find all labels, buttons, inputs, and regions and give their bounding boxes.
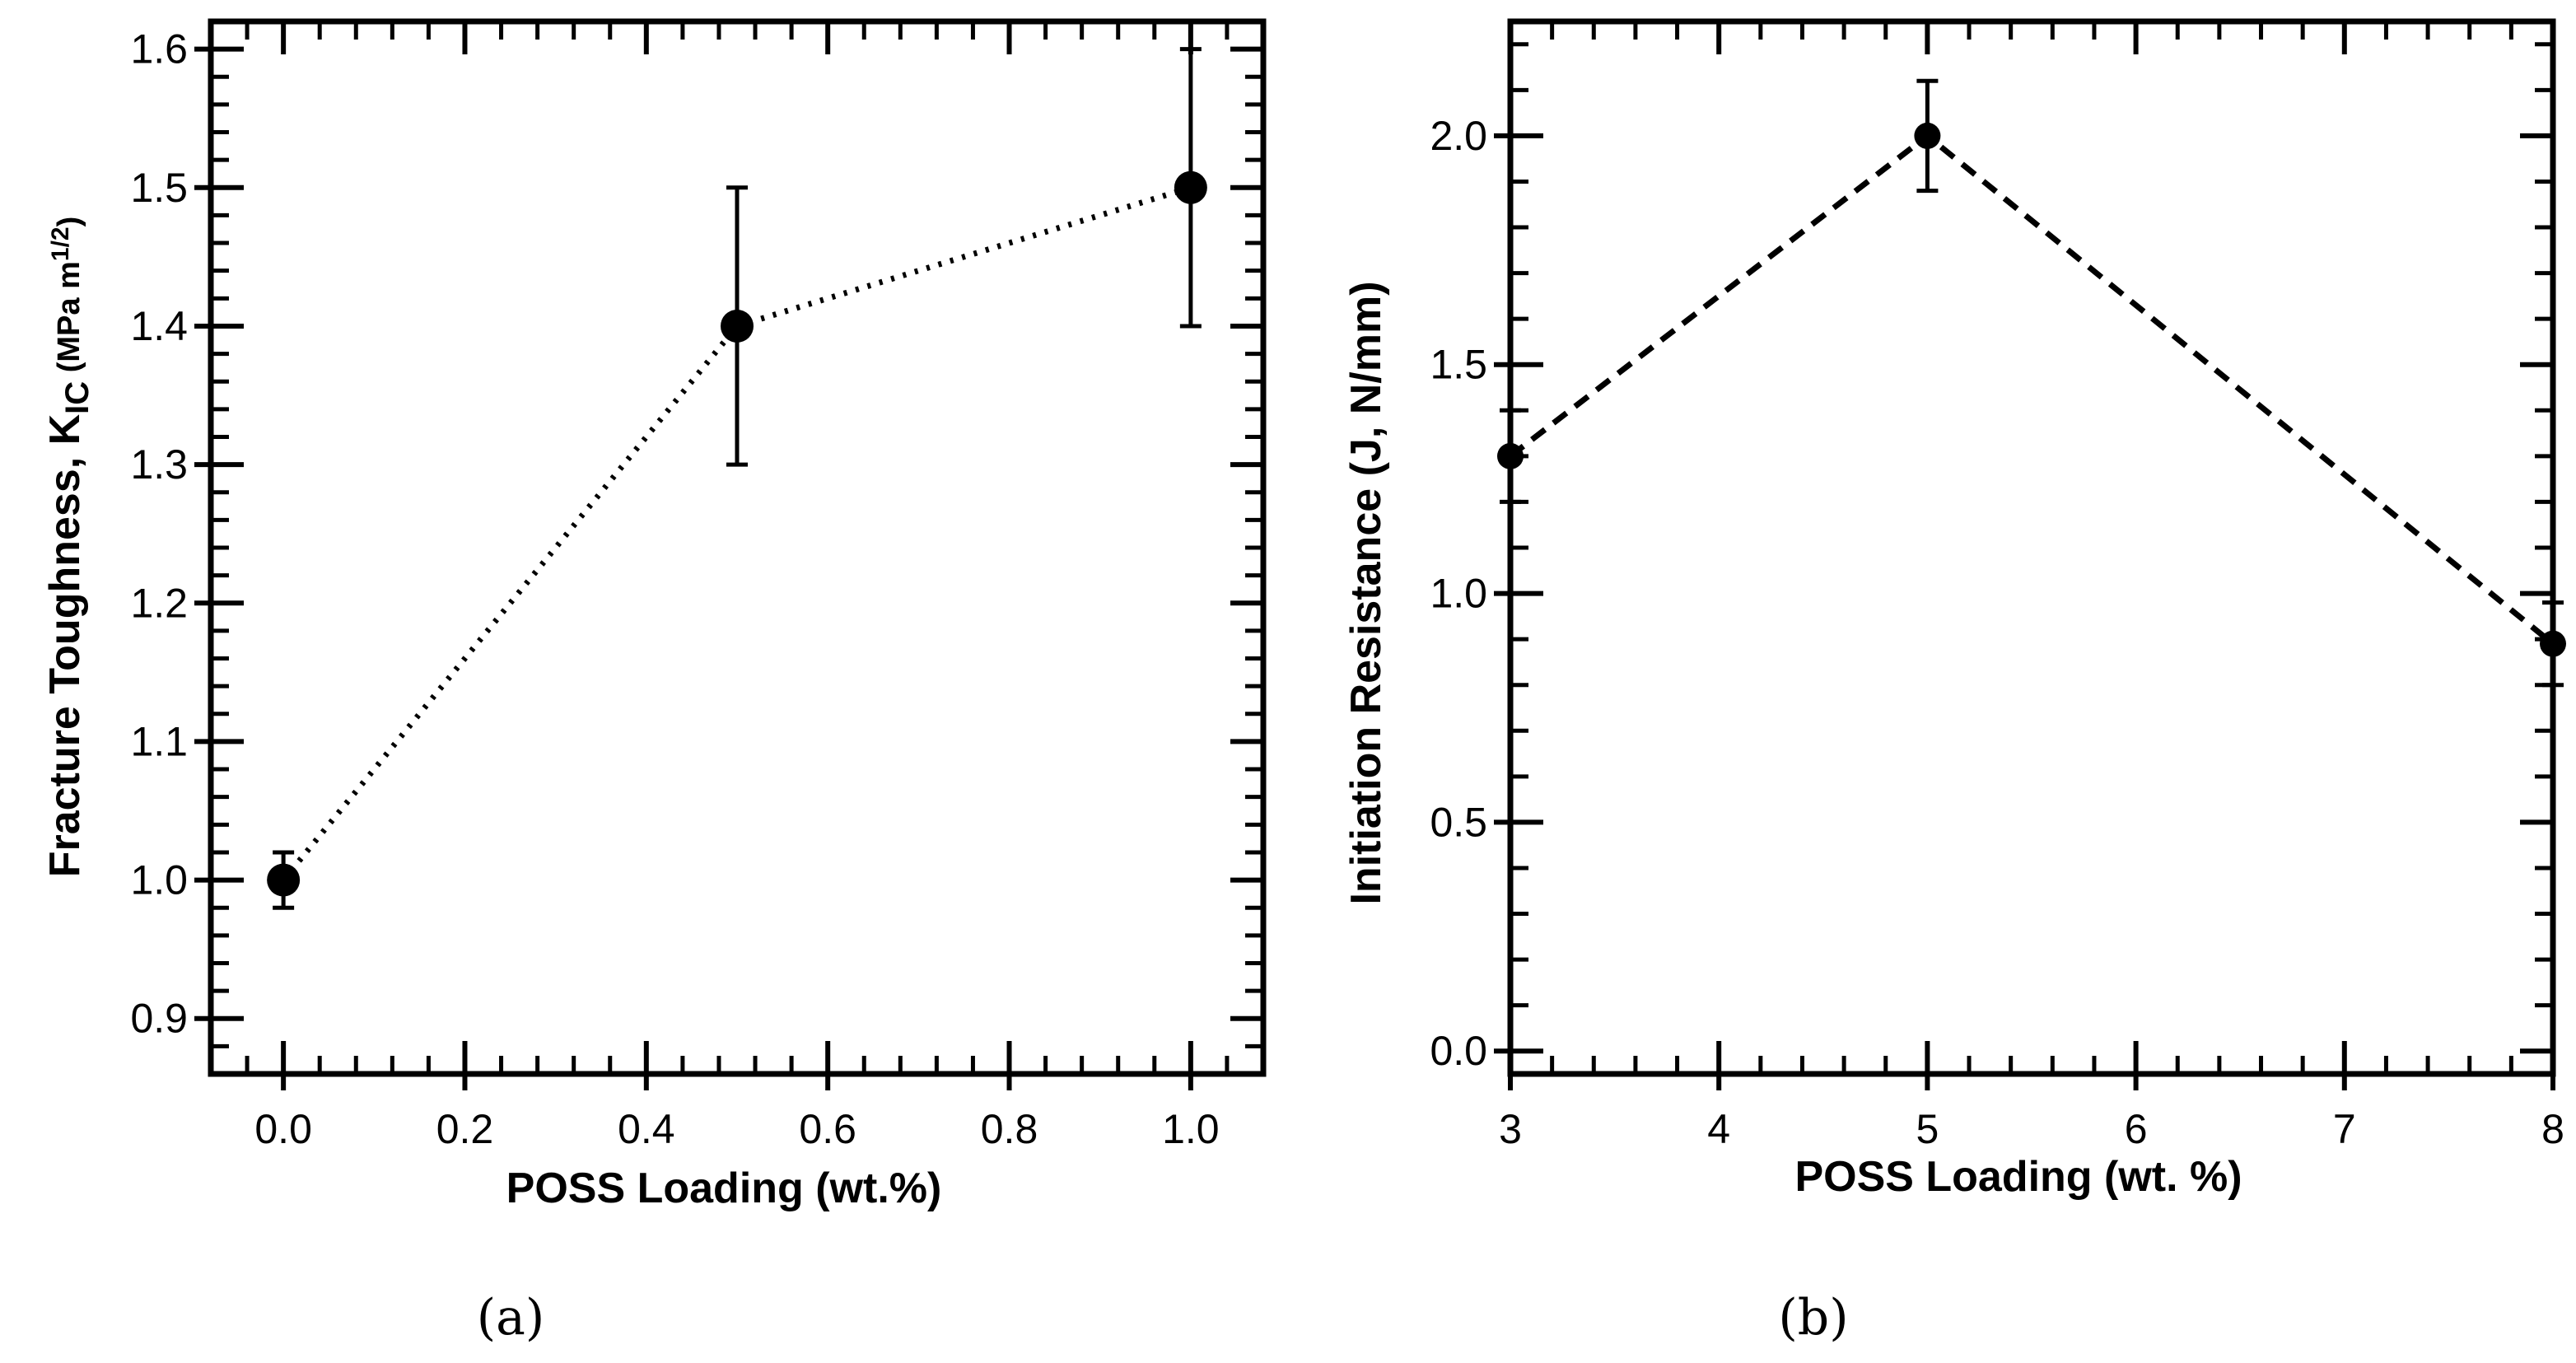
plot-frame xyxy=(208,18,1267,1077)
y-axis-label-main: Fracture Toughness, K xyxy=(41,413,89,877)
y-tick-label: 0.5 xyxy=(1430,799,1487,845)
y-tick-label: 0.0 xyxy=(1430,1028,1487,1074)
x-tick-label: 6 xyxy=(2125,1106,2148,1152)
x-tick-label: 3 xyxy=(1499,1106,1522,1152)
y-axis-label: Fracture Toughness, KIC (MPa m1/2) xyxy=(41,217,96,878)
y-tick-label: 1.6 xyxy=(130,26,188,72)
plot-frame xyxy=(1507,18,2556,1077)
y-axis-label-superscript: 1/2 xyxy=(47,226,74,261)
x-tick-label: 0.8 xyxy=(981,1106,1038,1152)
x-tick-label: 0.0 xyxy=(254,1106,312,1152)
data-point xyxy=(267,863,301,897)
data-point xyxy=(1174,170,1207,204)
x-tick-label: 0.4 xyxy=(618,1106,675,1152)
x-tick-label: 4 xyxy=(1707,1106,1730,1152)
panel-label: (b) xyxy=(1778,1289,1848,1347)
y-tick-label: 1.0 xyxy=(1430,571,1487,617)
x-tick-label: 0.2 xyxy=(436,1106,494,1152)
x-tick-label: 8 xyxy=(2541,1106,2564,1152)
y-tick-label: 1.5 xyxy=(130,165,188,211)
x-tick-label: 0.6 xyxy=(799,1106,856,1152)
y-tick-label: 2.0 xyxy=(1430,113,1487,159)
x-tick-label: 7 xyxy=(2333,1106,2356,1152)
x-tick-label: 5 xyxy=(1916,1106,1939,1152)
panel-b: 3 4 5 6 7 8 0.0 0.5 1.0 1.5 2.0 POSS Loading (wt. %… xyxy=(1342,18,2566,1347)
data-point xyxy=(1914,122,1941,149)
y-axis-label-subscript: IC xyxy=(59,381,96,414)
x-axis-label: POSS Loading (wt.%) xyxy=(506,1165,942,1212)
y-axis-label-units: (MPa m xyxy=(52,261,86,381)
data-point xyxy=(2540,630,2566,657)
x-tick-label: 1.0 xyxy=(1162,1106,1220,1152)
y-tick-label: 1.1 xyxy=(130,718,188,764)
y-axis-label: Initiation Resistance (J, N/mm) xyxy=(1342,281,1390,904)
y-tick-label: 1.2 xyxy=(130,580,188,626)
y-tick-label: 1.4 xyxy=(130,303,188,349)
y-tick-label: 1.3 xyxy=(130,441,188,488)
y-tick-label: 1.5 xyxy=(1430,342,1487,388)
y-axis-label-units-close: ) xyxy=(52,217,86,227)
series-line xyxy=(1508,132,2555,646)
data-point xyxy=(1497,442,1524,469)
data-point xyxy=(721,309,754,343)
panel-a: 0.0 0.2 0.4 0.6 0.8 1.0 0.9 1.0 1.1 1.2 1.3 1.4 1.5 1… xyxy=(41,18,1267,1347)
y-tick-label: 0.9 xyxy=(130,996,188,1042)
panel-label: (a) xyxy=(477,1289,545,1347)
x-axis-label: POSS Loading (wt. %) xyxy=(1794,1153,2242,1201)
y-tick-label: 1.0 xyxy=(130,857,188,903)
